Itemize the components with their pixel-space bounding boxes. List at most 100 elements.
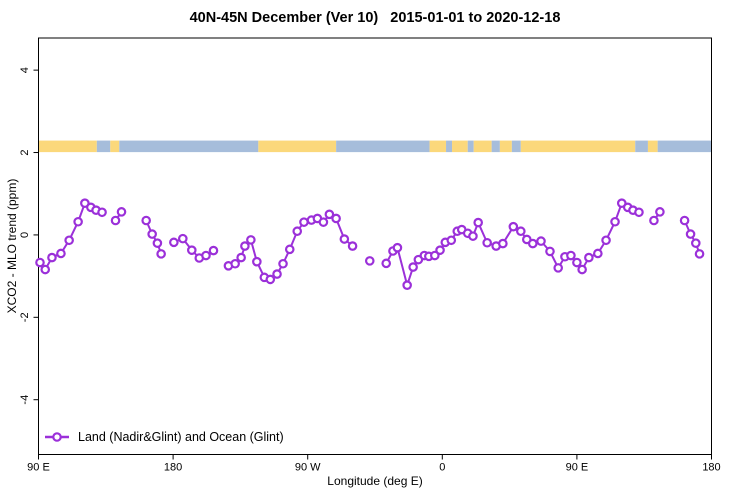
series-line <box>145 220 163 255</box>
data-point <box>435 245 445 255</box>
data-point <box>64 235 74 246</box>
data-point <box>572 257 582 268</box>
data-point <box>392 242 403 253</box>
plot-border <box>38 37 712 455</box>
data-point <box>272 269 282 279</box>
map-strip-land <box>38 140 97 153</box>
data-point <box>47 252 57 263</box>
legend-label: Land (Nadir&Glint) and Ocean (Glint) <box>78 430 284 444</box>
data-point <box>252 256 262 267</box>
map-strip-ocean <box>336 140 430 153</box>
map-strip-land <box>473 140 492 153</box>
data-point <box>694 249 705 259</box>
x-tick-label: 90 E <box>27 462 50 474</box>
map-strip-land <box>647 140 658 153</box>
legend: Land (Nadir&Glint) and Ocean (Glint) <box>44 430 284 444</box>
data-point <box>690 238 701 248</box>
data-point <box>536 236 546 246</box>
data-point <box>347 241 358 251</box>
data-point <box>201 250 211 261</box>
map-strip-ocean <box>635 140 648 153</box>
data-point <box>685 229 696 239</box>
data-point <box>110 215 121 226</box>
map-strip-ocean <box>446 140 453 153</box>
data-point <box>482 237 492 248</box>
data-point <box>141 215 151 226</box>
map-strip-land <box>258 140 337 153</box>
x-axis-label: Longitude (deg E) <box>327 474 423 488</box>
data-point <box>408 262 418 272</box>
legend-marker-point <box>52 432 62 442</box>
data-point <box>318 217 329 227</box>
data-point <box>208 245 219 256</box>
data-point <box>381 258 392 269</box>
map-strip-land <box>499 140 512 153</box>
data-point <box>508 221 519 232</box>
data-point <box>56 248 66 259</box>
y-axis-label: XCO2 - MLO trend (ppm) <box>5 178 19 314</box>
y-tick-label: 4 <box>19 67 31 73</box>
data-point <box>593 248 603 259</box>
data-point <box>331 213 341 224</box>
y-tick-label: 0 <box>19 232 31 238</box>
y-tick-label: -2 <box>19 312 31 322</box>
data-point <box>324 209 335 220</box>
map-strip-land <box>110 140 120 153</box>
map-strip-land <box>429 140 447 153</box>
y-tick-label: 2 <box>19 149 31 155</box>
map-strip-ocean <box>657 140 712 153</box>
map-strip-land <box>520 140 636 153</box>
data-point <box>156 249 166 259</box>
data-point <box>430 250 440 261</box>
map-strip-ocean <box>119 140 259 153</box>
data-point <box>278 258 288 269</box>
data-point <box>236 252 246 263</box>
data-point <box>339 234 350 244</box>
data-point <box>73 216 83 227</box>
data-point <box>566 250 576 261</box>
data-point <box>545 246 555 257</box>
data-point <box>152 238 163 248</box>
data-point <box>240 241 250 251</box>
data-point <box>284 244 295 255</box>
data-point <box>679 215 690 226</box>
data-point <box>553 263 564 273</box>
series-line <box>683 220 701 255</box>
chart-title: 40N-45N December (Ver 10) 2015-01-01 to … <box>189 10 561 26</box>
data-point <box>446 235 457 246</box>
data-point <box>473 217 483 228</box>
map-strip-ocean <box>511 140 521 153</box>
map-strip-land <box>452 140 468 153</box>
data-point <box>402 280 412 290</box>
data-point <box>610 216 620 227</box>
x-tick-label: 180 <box>702 462 720 474</box>
data-point <box>116 207 127 217</box>
data-point <box>498 238 508 249</box>
x-tick-label: 0 <box>439 462 445 474</box>
y-tick-label: -4 <box>19 395 31 405</box>
data-point <box>265 274 276 285</box>
data-point <box>516 226 526 237</box>
legend-marker <box>45 432 69 442</box>
x-tick-label: 90 E <box>566 462 589 474</box>
map-strip-ocean <box>491 140 500 153</box>
data-point <box>35 257 45 268</box>
series-line <box>385 202 640 287</box>
data-point <box>292 226 303 237</box>
data-point <box>468 231 478 241</box>
data-point <box>577 264 587 275</box>
data-point <box>97 207 107 218</box>
data-point <box>147 229 157 239</box>
data-point <box>584 252 594 263</box>
data-point <box>364 256 375 266</box>
map-strip-ocean <box>467 140 474 153</box>
data-point <box>649 215 659 226</box>
x-tick-label: 90 W <box>295 462 321 474</box>
data-point <box>230 258 240 269</box>
x-tick-label: 180 <box>164 462 182 474</box>
data-point <box>186 245 197 255</box>
data-point <box>40 264 51 275</box>
data-point <box>299 217 309 227</box>
